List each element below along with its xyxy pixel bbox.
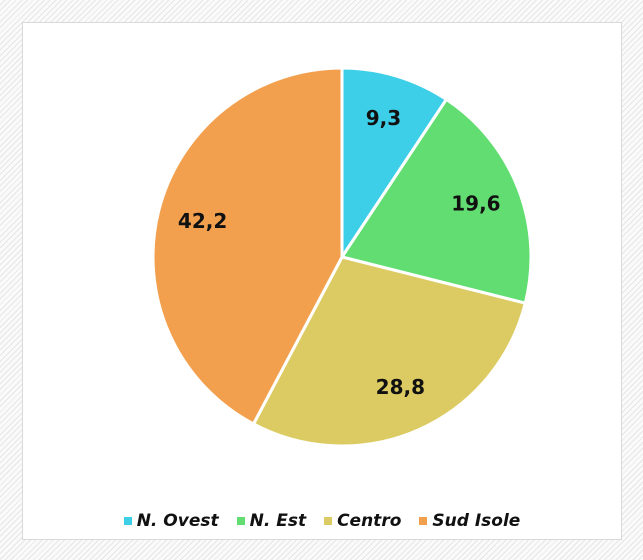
legend: N. Ovest N. Est Centro Sud Isole	[22, 511, 622, 531]
legend-label: N. Ovest	[136, 511, 219, 531]
data-label: 28,8	[376, 375, 425, 399]
pie-slice	[339, 97, 533, 306]
data-label: 9,3	[366, 106, 401, 130]
legend-item: Centro	[324, 511, 401, 531]
legend-swatch	[324, 517, 333, 525]
legend-label: Centro	[337, 511, 402, 531]
legend-swatch	[236, 517, 245, 525]
legend-swatch	[123, 517, 132, 525]
legend-item: Sud Isole	[419, 511, 520, 531]
legend-item: N. Est	[236, 511, 307, 531]
pie-slice	[251, 255, 528, 448]
legend-item: N. Ovest	[123, 511, 219, 531]
pie-slice	[340, 66, 449, 262]
legend-label: N. Est	[249, 511, 307, 531]
data-label: 19,6	[451, 192, 500, 216]
data-label: 42,2	[178, 209, 227, 233]
pie-slice	[151, 66, 344, 427]
legend-label: Sud Isole	[432, 511, 521, 531]
legend-swatch	[419, 517, 428, 525]
